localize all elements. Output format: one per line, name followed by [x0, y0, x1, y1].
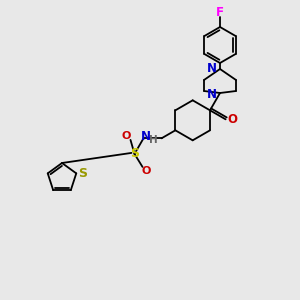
Text: N: N — [207, 88, 217, 100]
Text: S: S — [130, 147, 139, 161]
Text: O: O — [228, 113, 238, 126]
Text: F: F — [216, 5, 224, 19]
Text: O: O — [142, 166, 151, 176]
Text: O: O — [122, 131, 131, 141]
Text: N: N — [207, 61, 217, 74]
Text: N: N — [140, 130, 151, 143]
Text: S: S — [78, 167, 87, 180]
Text: H: H — [149, 135, 158, 145]
